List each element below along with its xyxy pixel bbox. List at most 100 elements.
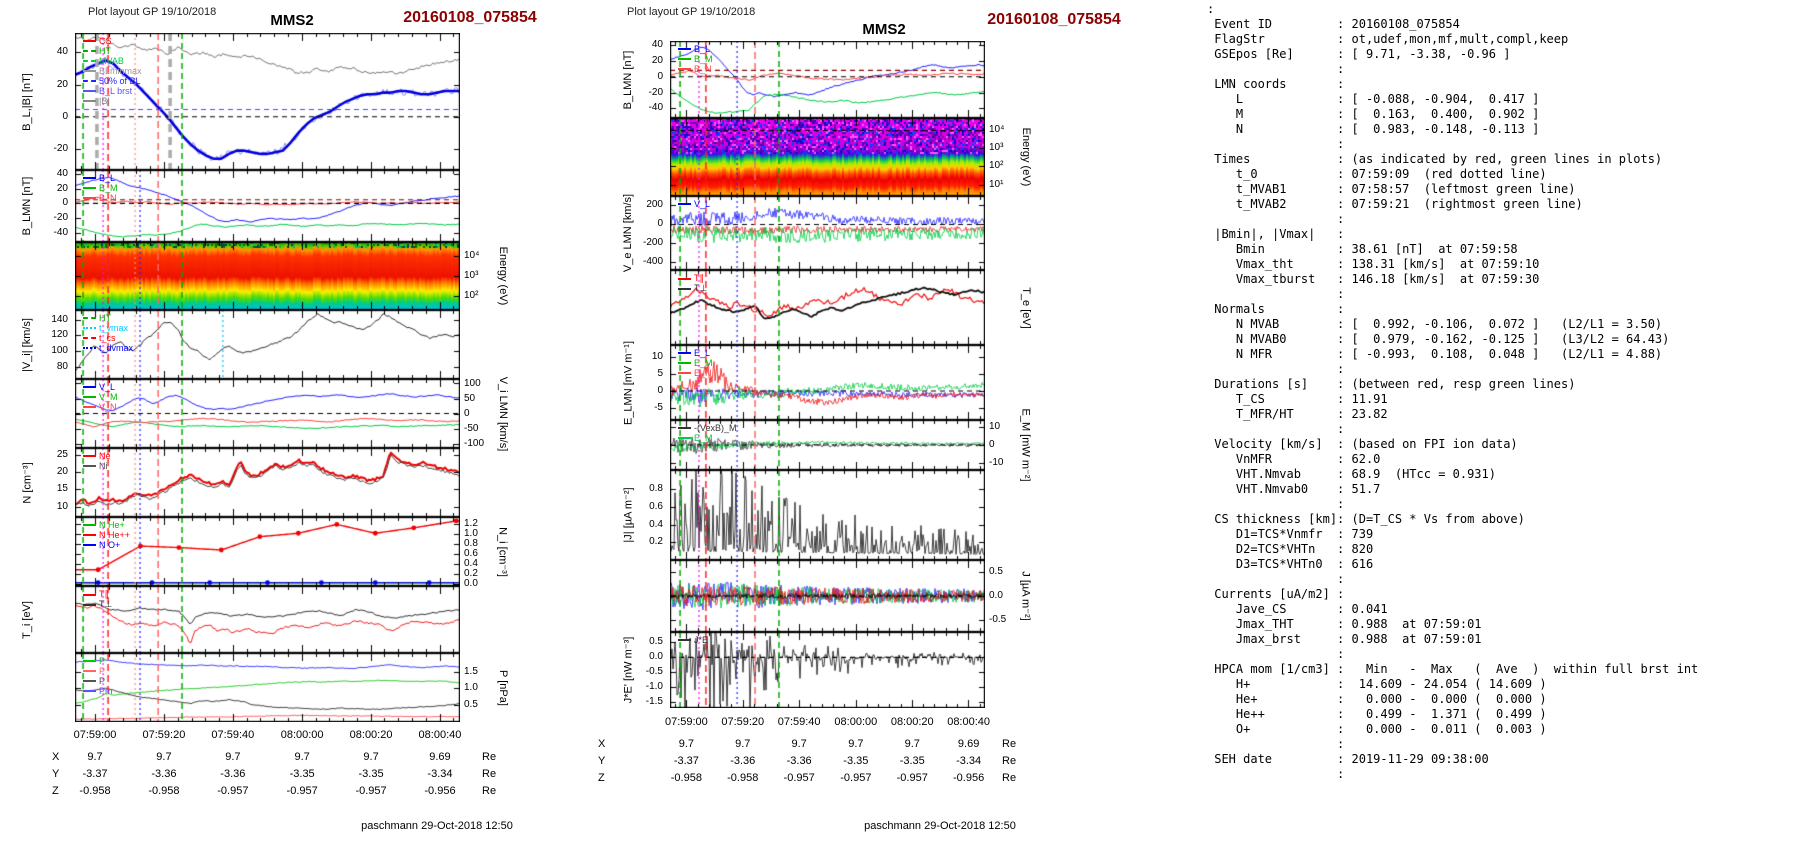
axis-label-M9: J*E' [nW m⁻³] xyxy=(622,636,635,704)
legend-swatch xyxy=(678,639,691,641)
panel-canvas-M4 xyxy=(670,270,985,345)
info-line: Jmax_THT : 0.988 at 07:59:01 xyxy=(1235,617,1482,631)
ephemeris-value: -3.37 xyxy=(82,768,108,780)
info-line: Normals : xyxy=(1214,302,1345,316)
tick-label: 0.8 xyxy=(464,538,478,550)
tick-label: 0.5 xyxy=(649,636,663,648)
legend-swatch xyxy=(83,50,96,52)
axis-label-M7: |J| [µA m⁻²] xyxy=(622,487,635,543)
tick-label: -40 xyxy=(648,102,663,114)
info-line: : xyxy=(1207,2,1215,16)
legend-swatch xyxy=(678,362,691,364)
info-line: Currents [uA/m2] : xyxy=(1214,587,1345,601)
info-line: t_MVAB2 : 07:59:21 (rightmost green line… xyxy=(1235,197,1583,211)
legend-item: 50% of BL xyxy=(83,76,141,86)
legend-swatch xyxy=(83,386,96,388)
info-line: LMN coords : xyxy=(1214,77,1345,91)
panel-L7 xyxy=(75,517,460,586)
tick-label: 140 xyxy=(51,313,68,325)
axis-label-L6: N [cm⁻³] xyxy=(21,461,34,504)
panel-L8 xyxy=(75,586,460,653)
ephemeris-value: -3.35 xyxy=(289,768,315,780)
legend-swatch xyxy=(678,352,691,354)
legend-label: t_dvmax xyxy=(99,343,134,353)
legend-item: B_M xyxy=(83,183,118,193)
panel-M1 xyxy=(670,41,985,118)
legend-item: P xyxy=(83,666,105,676)
panel-L5 xyxy=(75,379,460,448)
legend-item: B_M xyxy=(678,54,713,64)
tick-label: 40 xyxy=(651,38,663,50)
tick-label: 40 xyxy=(56,46,68,58)
ephemeris-row-label: Z xyxy=(52,785,59,797)
tick-label: 10 xyxy=(651,350,663,362)
legend-label: T∥ xyxy=(99,589,109,599)
info-line: FlagStr : ot,udef,mon,mf,mult,compl,keep xyxy=(1214,32,1569,46)
tick-label: 10 xyxy=(989,421,1001,433)
legend-label: B_M xyxy=(99,183,118,193)
legend-swatch xyxy=(83,177,96,179)
tick-label: 0.6 xyxy=(464,547,478,559)
legend-item: E_M xyxy=(678,358,713,368)
legend-swatch xyxy=(83,534,96,536)
panel-canvas-M8 xyxy=(670,560,985,632)
info-line: : xyxy=(1337,137,1345,151)
legend-swatch xyxy=(83,660,96,662)
legend-item: Ne xyxy=(83,451,111,461)
legend-swatch xyxy=(83,197,96,199)
tick-label: 10⁴ xyxy=(989,123,1005,135)
panel-L6 xyxy=(75,448,460,517)
info-line: M : [ 0.163, 0.400, 0.902 ] xyxy=(1235,107,1540,121)
tick-label: -0.5 xyxy=(645,666,663,678)
legend-item: N O+ xyxy=(83,540,120,550)
tick-label: 0.2 xyxy=(464,567,478,579)
info-line: T_MFR/HT : 23.82 xyxy=(1235,407,1388,421)
ephemeris-value: -0.956 xyxy=(953,772,985,784)
legend-label: E_N xyxy=(694,368,712,378)
panel-M6 xyxy=(670,420,985,470)
time-tick-label: 08:00:40 xyxy=(947,716,991,728)
ephemeris-value: -0.958 xyxy=(79,785,111,797)
time-tick-label: 08:00:40 xyxy=(418,729,462,741)
tick-label: 100 xyxy=(51,345,68,357)
info-line: : xyxy=(1337,62,1345,76)
info-line: N MVAB : [ 0.992, -0.106, 0.072 ] (L2/L1… xyxy=(1235,317,1663,331)
ephemeris-value: 9.69 xyxy=(957,738,980,750)
legend-item: B_N xyxy=(83,193,117,203)
panel-L2 xyxy=(75,170,460,242)
legend-label: N He++ xyxy=(99,530,131,540)
tick-label: 25 xyxy=(56,448,68,460)
legend-item: -(VexB)_M xyxy=(678,423,737,433)
legend-swatch xyxy=(83,60,96,62)
info-line: : xyxy=(1337,737,1345,751)
axis-label-L3: Energy (eV) xyxy=(497,246,509,306)
ephemeris-value: 9.7 xyxy=(848,738,864,750)
legend-label: E_M xyxy=(694,433,713,443)
legend-item: E_L xyxy=(678,348,710,358)
signature-left: paschmann 29-Oct-2018 12:50 xyxy=(361,820,513,832)
info-line: : xyxy=(1337,572,1345,586)
legend-swatch xyxy=(83,465,96,467)
legend-label: E_M xyxy=(694,358,713,368)
ephemeris-value: 9.7 xyxy=(87,751,103,763)
legend-swatch xyxy=(83,80,96,82)
legend-item: B_L xyxy=(83,173,115,183)
legend-item: T∥ xyxy=(678,273,704,284)
legend-label: Ne xyxy=(99,451,111,461)
tick-label: 0.5 xyxy=(989,566,1003,577)
panel-canvas-M2 xyxy=(670,118,985,196)
legend-item: B_N xyxy=(678,64,712,74)
info-line: SEH date : 2019-11-29 09:38:00 xyxy=(1214,752,1489,766)
time-tick-label: 08:00:20 xyxy=(890,716,934,728)
axis-label-L7: N_i [cm⁻³] xyxy=(496,526,509,577)
info-line: N : [ 0.983, -0.148, -0.113 ] xyxy=(1235,122,1540,136)
ephemeris-value: 9.7 xyxy=(678,738,695,750)
legend-swatch xyxy=(83,690,96,692)
tick-label: 0.0 xyxy=(464,577,478,589)
legend-item: V_M xyxy=(83,392,118,402)
panel-canvas-M7 xyxy=(670,470,985,560)
legend-item: |B| xyxy=(83,96,110,106)
info-line: Jave_CS : 0.041 xyxy=(1235,602,1388,616)
info-line: : xyxy=(1337,647,1345,661)
legend-label: B_L xyxy=(694,44,711,54)
